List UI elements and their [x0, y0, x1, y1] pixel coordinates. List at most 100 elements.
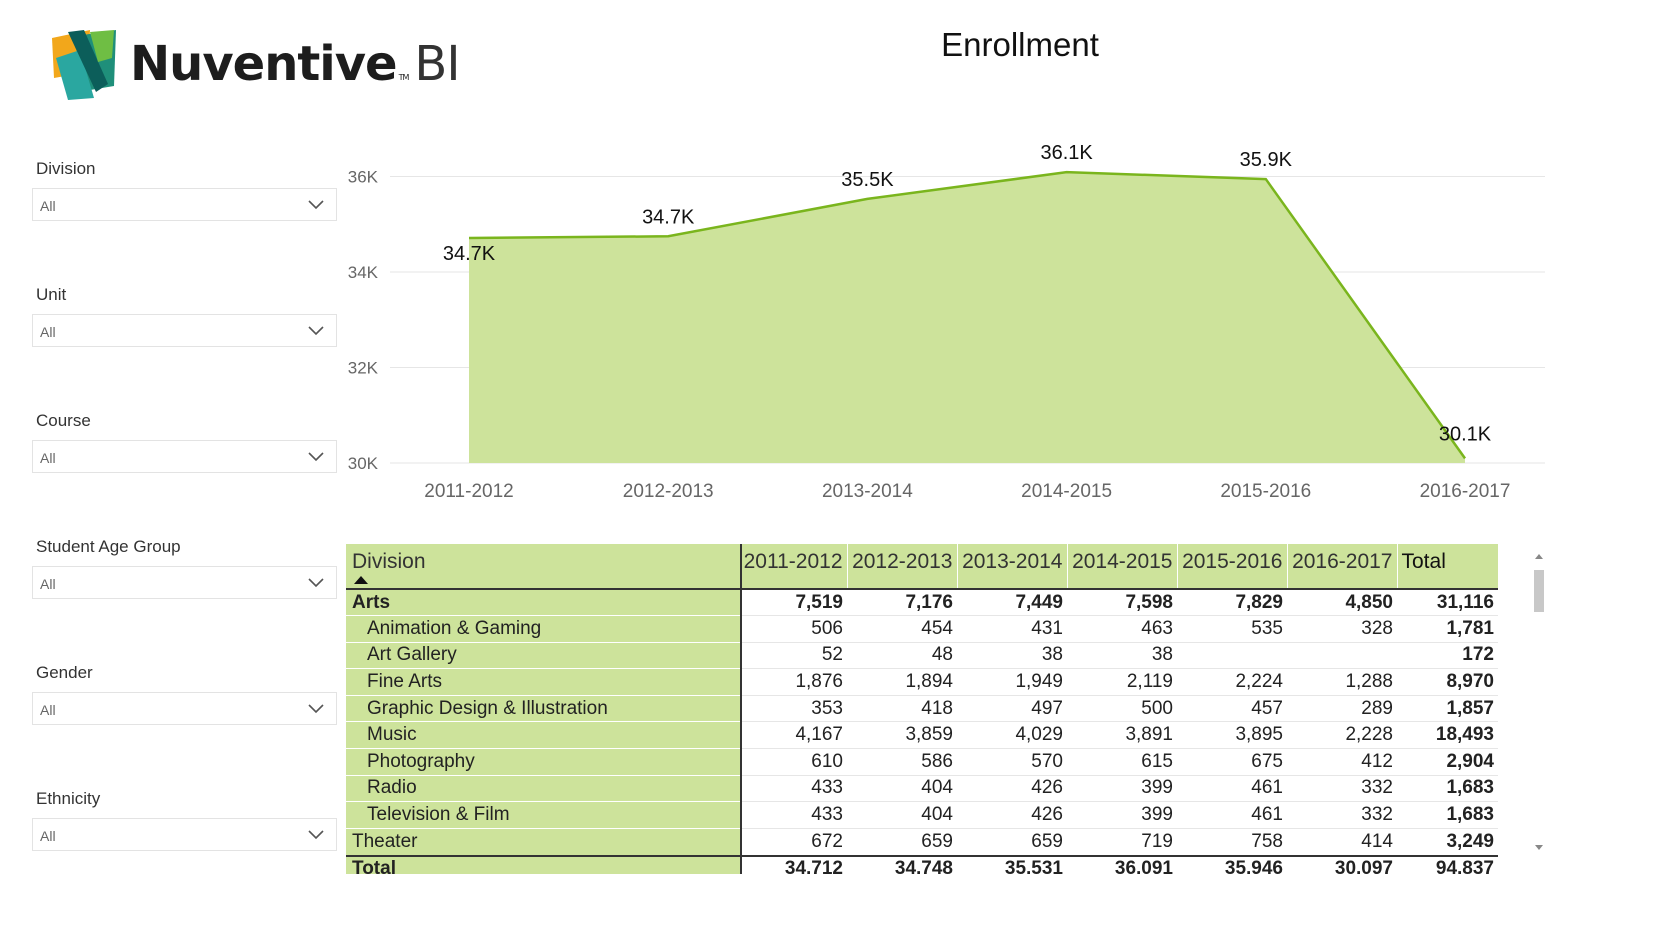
column-header-year[interactable]: 2011-2012	[741, 544, 848, 589]
value-cell: 3,895	[1177, 721, 1287, 750]
value-cell: 1,949	[957, 668, 1067, 696]
y-tick-label: 32K	[348, 359, 379, 378]
value-cell: 404	[847, 801, 957, 829]
matrix-body: Arts 7,519 7,176 7,449 7,598 7,829 4,850 31,116…	[346, 588, 1498, 874]
column-header-division[interactable]: Division	[346, 544, 742, 589]
chevron-down-icon	[308, 200, 324, 210]
value-cell: 431	[957, 615, 1067, 643]
data-label: 34.7K	[642, 206, 695, 228]
area-series-fill[interactable]	[469, 172, 1465, 463]
matrix-row[interactable]: Music 4,167 3,859 4,029 3,891 3,895 2,228 18,49…	[346, 721, 1498, 750]
value-cell: 418	[847, 695, 957, 723]
matrix-row[interactable]: Art Gallery 52 48 38 38 172	[346, 642, 1498, 670]
scroll-down-arrow-icon[interactable]	[1535, 845, 1543, 850]
gender-dropdown[interactable]: All	[32, 692, 337, 725]
data-label: 35.5K	[841, 169, 894, 191]
ethnicity-dropdown[interactable]: All	[32, 818, 337, 851]
x-tick-label: 2015-2016	[1220, 481, 1311, 502]
matrix-table: Division 2011-2012 2012-2013 2013-2014 2…	[346, 544, 1498, 874]
row-total-cell: 3,249	[1446, 830, 1494, 852]
data-point[interactable]	[465, 234, 473, 242]
matrix-row[interactable]: Theater 672 659 659 719 758 414 3,249	[346, 828, 1498, 856]
matrix-group-row[interactable]: Arts 7,519 7,176 7,449 7,598 7,829 4,850 31,116	[346, 588, 1498, 617]
matrix-row[interactable]: Graphic Design & Illustration 353 418 497 50…	[346, 695, 1498, 723]
division-dropdown[interactable]: All	[32, 188, 337, 221]
row-total-cell: 2,904	[1397, 748, 1498, 776]
x-tick-label: 2012-2013	[623, 481, 714, 502]
slicer-label: Gender	[36, 663, 93, 682]
course-dropdown[interactable]: All	[32, 440, 337, 473]
value-cell: 758	[1251, 830, 1283, 852]
data-point[interactable]	[664, 232, 672, 240]
area-series-line[interactable]	[468, 170, 1467, 460]
scrollbar-thumb[interactable]	[1534, 570, 1544, 612]
data-point[interactable]	[1262, 175, 1270, 183]
slicer-gender: Gender All	[32, 662, 337, 725]
value-cell: 461	[1177, 801, 1287, 829]
value-cell: 497	[957, 695, 1067, 723]
value-cell: 461	[1177, 775, 1287, 803]
value-cell: 1,876	[741, 668, 847, 696]
value-cell: 2,119	[1067, 668, 1177, 696]
data-label: 36.1K	[1040, 142, 1093, 164]
column-header-year[interactable]: 2012-2013	[847, 544, 958, 589]
row-header-cell: Television & Film	[346, 801, 742, 829]
value-cell: 7,829	[1177, 588, 1287, 617]
slicer-ethnicity: Ethnicity All	[32, 788, 337, 851]
row-total-cell: 8,970	[1397, 668, 1498, 696]
value-cell: 412	[1287, 748, 1397, 776]
value-cell: 506	[741, 615, 847, 643]
matrix-row[interactable]: Animation & Gaming 506 454 431 463 535 328 1,78…	[346, 615, 1498, 643]
value-cell	[1287, 642, 1397, 670]
row-total-cell: 31,116	[1397, 588, 1498, 617]
column-header-year[interactable]: 2016-2017	[1287, 544, 1398, 589]
value-cell: 675	[1177, 748, 1287, 776]
value-cell: 426	[957, 775, 1067, 803]
value-cell: 672	[811, 830, 843, 852]
value-cell: 2,228	[1287, 721, 1397, 750]
matrix-row[interactable]: Television & Film 433 404 426 399 461 332 1,683	[346, 801, 1498, 829]
value-cell: 7,176	[847, 588, 957, 617]
unit-dropdown[interactable]: All	[32, 314, 337, 347]
slicer-label: Division	[36, 159, 96, 178]
scroll-up-arrow-icon[interactable]	[1535, 554, 1543, 559]
matrix-row[interactable]: Fine Arts 1,876 1,894 1,949 2,119 2,224 1,288 8…	[346, 668, 1498, 696]
total-value-cell: 30,097	[1287, 854, 1397, 874]
chevron-down-icon	[308, 578, 324, 588]
matrix-row[interactable]: Photography 610 586 570 615 675 412 2,904	[346, 748, 1498, 776]
value-cell: 535	[1177, 615, 1287, 643]
total-value-cell: 34,712	[741, 854, 847, 874]
dropdown-value: All	[40, 576, 56, 592]
value-cell: 52	[741, 642, 847, 670]
total-value-cell: 36,091	[1067, 854, 1177, 874]
value-cell: 4,167	[741, 721, 847, 750]
value-cell: 659	[921, 830, 953, 852]
matrix-scrollbar[interactable]	[1533, 544, 1547, 862]
value-cell: 586	[847, 748, 957, 776]
sort-ascending-icon[interactable]	[354, 576, 368, 584]
nuventive-logo-mark-icon	[52, 30, 116, 100]
student-age-group-dropdown[interactable]: All	[32, 566, 337, 599]
page-title: Enrollment	[941, 26, 1099, 63]
matrix-row[interactable]: Radio 433 404 426 399 461 332 1,683	[346, 775, 1498, 803]
logo-trademark: TM	[398, 73, 410, 82]
data-point[interactable]	[863, 195, 871, 203]
data-point[interactable]	[1461, 454, 1469, 462]
row-total-cell: 1,781	[1397, 615, 1498, 643]
enrollment-area-chart[interactable]: 30K 32K 34K 36K 34.7K 34.7K 35.5K 36.1K 35.9K 30.…	[340, 135, 1550, 515]
row-header-cell: Art Gallery	[346, 642, 742, 670]
x-tick-label: 2011-2012	[424, 481, 513, 502]
value-cell: 433	[741, 775, 847, 803]
data-label: 34.7K	[443, 243, 496, 265]
data-label: 30.1K	[1439, 423, 1492, 445]
chevron-down-icon	[308, 830, 324, 840]
column-header-total[interactable]: Total	[1397, 544, 1498, 589]
slicer-unit: Unit All	[32, 284, 337, 347]
column-header-year[interactable]: 2014-2015	[1067, 544, 1178, 589]
enrollment-matrix: Division 2011-2012 2012-2013 2013-2014 2…	[346, 544, 1498, 874]
matrix-total-row: Total 34,712 34,748 35,531 36,091 35,946 30,09…	[346, 854, 1498, 874]
column-header-year[interactable]: 2015-2016	[1177, 544, 1288, 589]
data-point[interactable]	[1063, 168, 1071, 176]
row-total-cell: 172	[1397, 642, 1498, 670]
column-header-year[interactable]: 2013-2014	[957, 544, 1068, 589]
